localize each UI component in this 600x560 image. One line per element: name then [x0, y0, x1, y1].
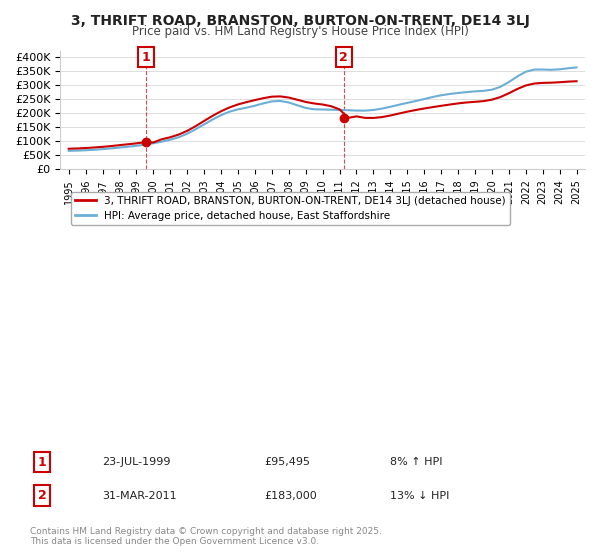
Text: Price paid vs. HM Land Registry's House Price Index (HPI): Price paid vs. HM Land Registry's House …	[131, 25, 469, 38]
Text: £183,000: £183,000	[264, 491, 317, 501]
Text: 31-MAR-2011: 31-MAR-2011	[102, 491, 176, 501]
Text: 2: 2	[340, 50, 348, 63]
Text: 3, THRIFT ROAD, BRANSTON, BURTON-ON-TRENT, DE14 3LJ: 3, THRIFT ROAD, BRANSTON, BURTON-ON-TREN…	[71, 14, 529, 28]
Text: Contains HM Land Registry data © Crown copyright and database right 2025.
This d: Contains HM Land Registry data © Crown c…	[30, 526, 382, 546]
Text: 13% ↓ HPI: 13% ↓ HPI	[390, 491, 449, 501]
Legend: 3, THRIFT ROAD, BRANSTON, BURTON-ON-TRENT, DE14 3LJ (detached house), HPI: Avera: 3, THRIFT ROAD, BRANSTON, BURTON-ON-TREN…	[71, 192, 510, 225]
Text: 1: 1	[142, 50, 150, 63]
Text: 2: 2	[38, 489, 46, 502]
Text: 1: 1	[38, 455, 46, 469]
Text: 23-JUL-1999: 23-JUL-1999	[102, 457, 170, 467]
Text: 8% ↑ HPI: 8% ↑ HPI	[390, 457, 443, 467]
Text: £95,495: £95,495	[264, 457, 310, 467]
